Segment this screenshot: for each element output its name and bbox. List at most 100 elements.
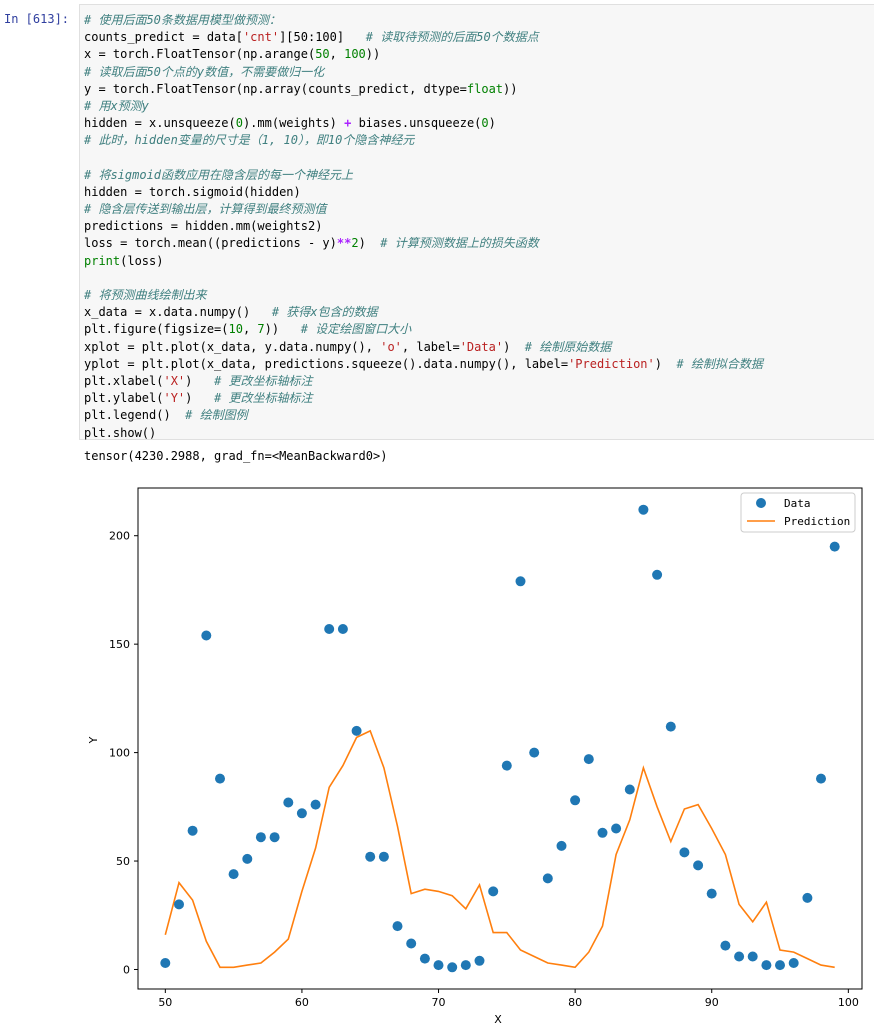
code-comment: # 绘制拟合数据	[676, 356, 763, 371]
code-token: 0	[481, 116, 489, 131]
matplotlib-figure: 50 60 70 80 90 100 0 50 100 150 200 X Y Data Pred…	[87, 487, 863, 1026]
x-tick-label: 80	[568, 996, 582, 1009]
data-point	[337, 624, 348, 634]
code-token: x = torch.FloatTensor(np.arange(	[84, 47, 316, 62]
code-line: # 将sigmoid函数应用在隐含层的每一个神经元上	[84, 167, 763, 184]
prediction-series	[164, 729, 835, 969]
code-cell-input[interactable]	[79, 4, 874, 440]
data-point	[187, 825, 198, 836]
data-point	[775, 960, 785, 971]
data-point	[597, 827, 608, 838]
code-token: plt.legend()	[84, 408, 186, 423]
y-axis-label: Y	[87, 736, 100, 744]
data-point	[324, 624, 335, 634]
code-token: x_data = x.data.numpy()	[84, 305, 272, 320]
code-line	[84, 150, 763, 167]
code-editor[interactable]: # 使用后面50条数据用模型做预测： counts_predict = data[…	[84, 12, 763, 442]
data-point	[406, 938, 417, 949]
code-comment: # 此时，hidden变量的尺寸是（1, 10），即10个隐含神经元	[84, 133, 415, 148]
code-token: ).mm(weights)	[242, 116, 345, 131]
legend-data-marker	[756, 498, 766, 508]
data-point	[624, 784, 635, 795]
code-token: predictions = hidden.mm(weights2)	[84, 219, 323, 234]
data-point	[255, 832, 266, 843]
code-token: )	[185, 391, 215, 406]
code-comment: # 获得x包含的数据	[271, 305, 378, 320]
data-point	[665, 721, 676, 732]
data-point	[269, 832, 280, 843]
code-token: , label=	[401, 339, 460, 354]
data-point	[611, 823, 622, 834]
data-point	[720, 940, 731, 951]
data-point	[816, 773, 826, 784]
code-token: 10	[228, 322, 243, 337]
data-point	[242, 853, 253, 864]
code-line: # 使用后面50条数据用模型做预测：	[84, 12, 763, 29]
cell-output-text: tensor(4230.2988, grad_fn=<MeanBackward0…	[84, 449, 388, 463]
data-point	[160, 958, 171, 968]
code-line: xplot = plt.plot(x_data, y.data.numpy(),…	[84, 339, 763, 356]
code-token: 2	[351, 236, 359, 251]
y-tick-label: 200	[109, 530, 130, 543]
data-point	[679, 847, 690, 858]
code-line: # 用x预测y	[84, 98, 763, 115]
code-comment: # 绘制原始数据	[524, 339, 612, 354]
code-line: hidden = torch.sigmoid(hidden)	[84, 184, 763, 201]
code-comment: # 将预测曲线绘制出来	[84, 288, 207, 302]
x-tick-label: 100	[838, 996, 859, 1009]
code-token: ))	[365, 47, 381, 62]
data-point	[570, 795, 581, 806]
code-line: y = torch.FloatTensor(np.array(counts_pr…	[84, 81, 763, 98]
data-point	[583, 754, 594, 765]
data-point	[392, 921, 403, 932]
code-comment: # 设定绘图窗口大小	[300, 322, 412, 337]
code-comment: # 读取后面50个点的y数值，不需要做归一化	[84, 64, 325, 79]
code-line: # 将预测曲线绘制出来	[84, 287, 763, 304]
data-point	[693, 860, 704, 871]
y-tick-label: 50	[116, 855, 130, 868]
code-line	[84, 270, 763, 287]
data-point	[378, 851, 389, 862]
data-point	[310, 799, 321, 810]
code-token: ))	[264, 322, 301, 337]
code-token: 'Y'	[163, 391, 186, 406]
code-token: +	[344, 116, 352, 131]
data-point	[802, 892, 813, 903]
code-comment: # 计算预测数据上的损失函数	[380, 236, 539, 251]
code-token: 50	[315, 47, 330, 62]
code-token: biases.unsqueeze(	[351, 116, 482, 131]
code-token: yplot = plt.plot(x_data, predictions.squ…	[84, 356, 569, 371]
code-token: 0	[235, 116, 243, 131]
code-token: 'X'	[163, 373, 186, 388]
code-token: 'cnt'	[242, 30, 280, 45]
data-point	[174, 899, 184, 910]
code-comment: # 隐含层传送到输出层，计算得到最终预测值	[84, 202, 327, 217]
data-point	[488, 886, 499, 897]
code-token: )	[358, 236, 381, 251]
y-tick-label: 100	[109, 747, 130, 760]
data-point	[556, 840, 567, 851]
data-point	[474, 955, 485, 966]
code-token: ))	[503, 81, 518, 96]
code-token: y = torch.FloatTensor(np.array(counts_pr…	[84, 81, 467, 96]
code-token: )	[503, 339, 525, 354]
legend-data-label: Data	[784, 497, 811, 510]
code-comment: # 使用后面50条数据用模型做预测：	[84, 13, 281, 27]
data-point	[351, 725, 362, 736]
code-comment: # 将sigmoid函数应用在隐含层的每一个神经元上	[84, 167, 354, 182]
data-point	[788, 958, 799, 968]
data-point	[201, 630, 212, 641]
code-line: plt.show()	[84, 425, 763, 442]
code-token: 100	[344, 47, 366, 62]
code-line: plt.figure(figsize=(10, 7)) # 设定绘图窗口大小	[84, 321, 763, 338]
code-line: # 读取后面50个点的y数值，不需要做归一化	[84, 64, 763, 81]
code-line: # 隐含层传送到输出层，计算得到最终预测值	[84, 201, 763, 218]
data-point	[419, 953, 430, 964]
code-line: x_data = x.data.numpy() # 获得x包含的数据	[84, 304, 763, 321]
code-comment: # 用x预测y	[84, 98, 149, 113]
data-point	[638, 504, 649, 515]
y-tick-label: 0	[123, 963, 130, 976]
data-point	[215, 773, 225, 784]
data-point	[652, 569, 663, 580]
data-point	[283, 797, 294, 808]
